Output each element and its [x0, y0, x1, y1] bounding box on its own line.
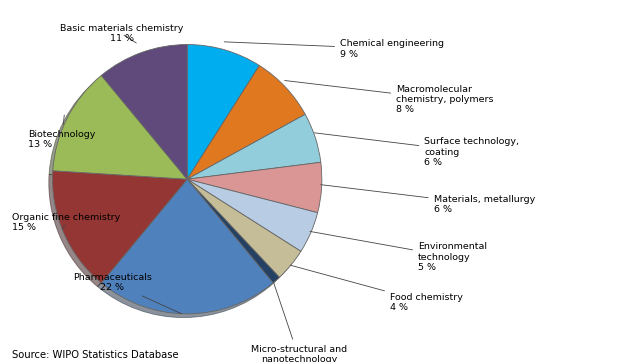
Wedge shape: [101, 45, 187, 179]
Text: Pharmaceuticals
22 %: Pharmaceuticals 22 %: [73, 273, 182, 314]
Text: Surface technology,
coating
6 %: Surface technology, coating 6 %: [314, 133, 519, 167]
Text: Macromolecular
chemistry, polymers
8 %: Macromolecular chemistry, polymers 8 %: [285, 80, 494, 114]
Wedge shape: [187, 66, 305, 179]
Wedge shape: [187, 179, 318, 251]
Text: Materials, metallurgy
6 %: Materials, metallurgy 6 %: [321, 185, 535, 214]
Wedge shape: [52, 171, 187, 283]
Text: Chemical engineering
9 %: Chemical engineering 9 %: [224, 39, 444, 59]
Text: Biotechnology
13 %: Biotechnology 13 %: [28, 115, 95, 149]
Wedge shape: [187, 179, 301, 277]
Wedge shape: [187, 179, 280, 283]
Wedge shape: [101, 179, 273, 314]
Text: Environmental
technology
5 %: Environmental technology 5 %: [310, 231, 487, 272]
Text: Organic fine chemistry
15 %: Organic fine chemistry 15 %: [12, 213, 120, 232]
Text: Food chemistry
4 %: Food chemistry 4 %: [290, 265, 463, 312]
Text: Micro-structural and
nanotechnology
1 %: Micro-structural and nanotechnology 1 %: [251, 283, 348, 362]
Text: Source: WIPO Statistics Database: Source: WIPO Statistics Database: [12, 350, 179, 360]
Wedge shape: [187, 45, 260, 179]
Wedge shape: [53, 75, 187, 179]
Text: Basic materials chemistry
11 %: Basic materials chemistry 11 %: [60, 24, 183, 43]
Wedge shape: [187, 114, 321, 179]
Wedge shape: [187, 162, 322, 213]
